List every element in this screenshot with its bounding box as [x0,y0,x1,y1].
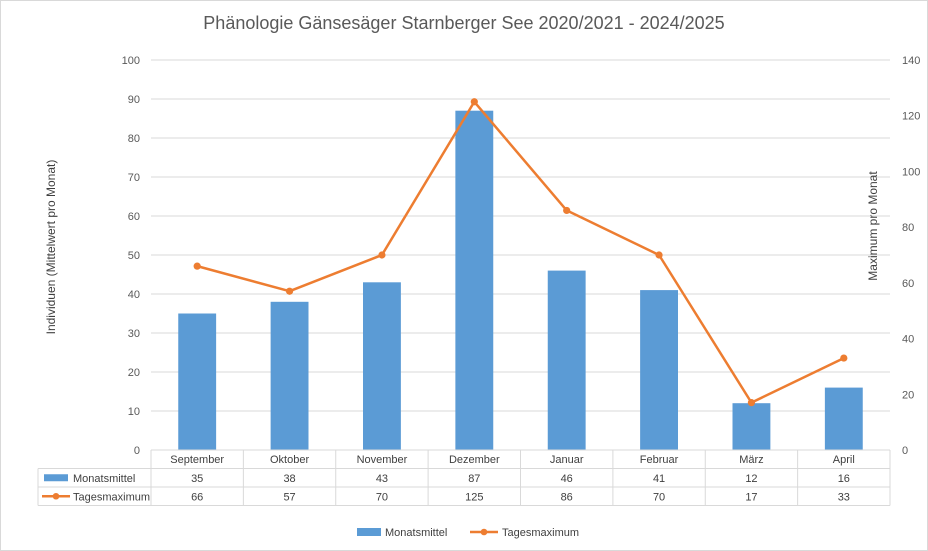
y-tick-right: 60 [902,278,914,290]
line-point [840,354,848,362]
legend-key-marker [480,528,488,536]
y-axis-right-label: Maximum pro Monat [866,171,880,281]
y-tick-left: 30 [128,328,140,340]
table-cell: 43 [376,473,388,485]
line-point [747,399,756,407]
y-tick-left: 60 [128,211,140,223]
y-tick-right: 20 [902,389,914,401]
y-tick-right: 140 [902,55,920,67]
gridlines [151,59,890,451]
table-cell: 38 [283,473,295,485]
table-cell: 70 [376,491,388,503]
bar-series [178,110,863,450]
series-line [196,100,845,404]
bar [824,387,863,450]
legend-label: Monatsmittel [385,527,447,539]
bar [640,290,678,450]
table-cell: 125 [465,491,483,503]
bar [547,270,586,450]
data-table: September Oktober November Dezember Januar Fe… [37,449,891,506]
y-tick-left: 70 [128,172,140,184]
table-cell: 87 [468,473,480,485]
line-point [563,206,571,215]
y-tick-left: 100 [122,55,140,67]
bar [363,282,401,450]
line-point [655,251,663,259]
line-series [193,98,848,407]
table-cell: 46 [561,473,573,485]
line-point [470,98,478,106]
line-point [285,287,294,295]
x-tick-label: September [170,454,224,466]
y-tick-left: 90 [128,94,140,106]
chart-title: Phänologie Gänsesäger Starnberger See 20… [203,13,724,33]
y-tick-right: 120 [902,111,920,123]
table-cell: 70 [653,491,665,503]
bar [455,110,494,450]
y-tick-right: 100 [902,166,920,178]
table-cell: 35 [191,473,203,485]
y-tick-left: 80 [128,133,140,145]
legend-key-bar [357,528,381,536]
bar [732,403,771,450]
y-tick-right: 40 [902,334,914,346]
line-point [378,251,386,259]
y-tick-right: 80 [902,222,914,234]
y-tick-right: 0 [902,445,908,457]
table-cell: 41 [653,473,665,485]
y-tick-left: 10 [128,406,140,418]
table-cell: 16 [838,473,850,485]
table-cell: 86 [561,491,573,503]
x-tick-label: November [357,454,408,466]
y-axis-left-ticks: 0 10 20 30 40 50 60 70 80 90 100 [122,55,140,457]
x-tick-label: Januar [550,454,584,466]
table-cell: 66 [191,491,203,503]
x-tick-label: März [739,454,763,466]
table-legend-key-bar [44,474,68,482]
x-tick-label: Dezember [449,454,500,466]
table-legend-key-marker [52,492,60,500]
y-tick-left: 50 [128,250,140,262]
y-axis-left-label: Individuen (Mittelwert pro Monat) [44,160,58,335]
table-cell: 57 [283,491,295,503]
y-tick-left: 0 [134,445,140,457]
y-tick-left: 20 [128,367,140,379]
x-tick-label: Februar [640,454,679,466]
table-series-name: Monatsmittel [73,473,135,485]
line-point [193,262,201,270]
table-cell: 17 [745,491,757,503]
legend: Monatsmittel Tagesmaximum [357,527,579,539]
x-tick-label: April [833,454,855,466]
table-series-name: Tagesmaximum [73,491,150,503]
bar [178,313,217,450]
y-tick-left: 40 [128,289,140,301]
table-cell: 33 [838,491,850,503]
x-tick-label: Oktober [270,454,309,466]
bar [270,301,309,450]
legend-label: Tagesmaximum [502,527,579,539]
table-cell: 12 [745,473,757,485]
y-axis-right-ticks: 0 20 40 60 80 100 120 140 [902,55,920,457]
